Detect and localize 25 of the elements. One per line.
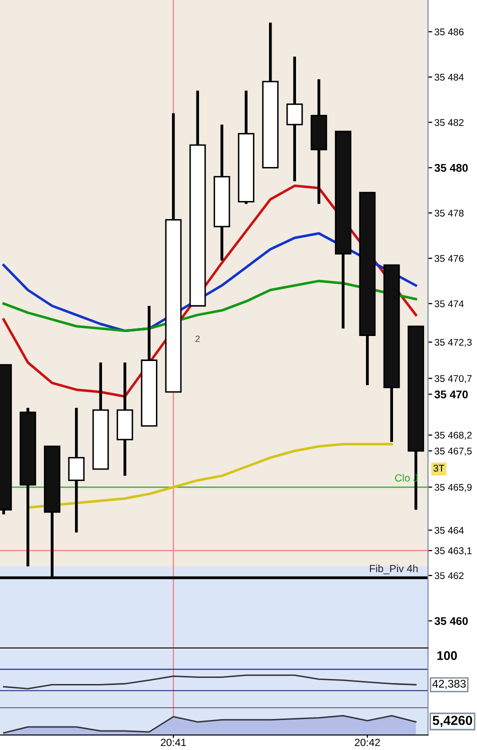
text: 100 [437,651,457,660]
y-tick-label: 35 464 [434,526,464,534]
ref-line-label: Fib_Piv 4h [370,564,418,574]
y-tick-label: 35 465,9 [434,484,472,492]
text: 5,4260 [432,716,472,727]
y-tick-label: 35 460 [434,617,468,625]
annotation: 42,383 [432,680,466,690]
y-tick-label: 35 470 [434,390,468,398]
y-tick-label: 35 484 [434,74,464,81]
y-tick-label: 35 463,1 [434,547,472,556]
annotation: 2 [196,336,200,342]
y-tick-label: 35 467,5 [434,448,472,456]
x-tick-label: 20:42 [354,738,380,746]
y-tick-label: 35 486 [434,28,464,36]
y-tick-label: 35 476 [434,255,464,262]
text: 3T [434,464,444,472]
y-tick-label: 35 470,7 [434,375,472,384]
y-tick-label: 35 462 [434,572,464,580]
y-tick-label: 35 478 [434,210,464,217]
y-tick-label: 35 474 [434,300,464,308]
y-tick-label: 35 468,2 [434,432,472,440]
y-tick-label: 35 482 [434,119,464,126]
y-tick-label: 35 480 [434,164,468,172]
y-tick-label: 35 472,3 [434,338,472,347]
x-tick-label: 20:41 [160,738,186,746]
